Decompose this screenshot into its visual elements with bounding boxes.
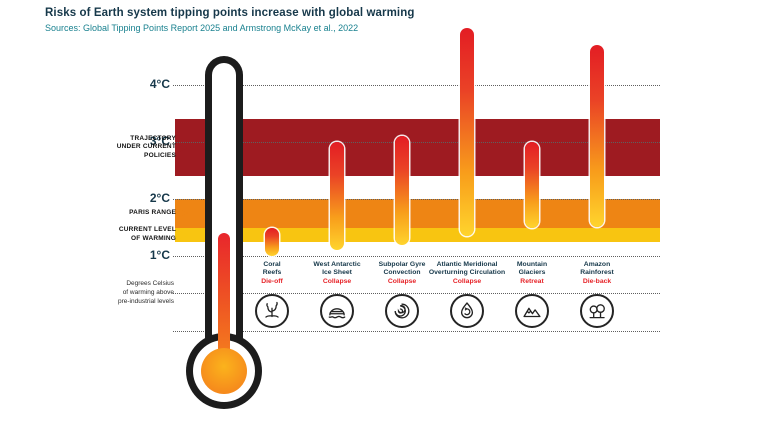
page-title: Risks of Earth system tipping points inc… (45, 7, 415, 19)
axis-tick-3c: 3°C (149, 134, 170, 148)
risk-bar-rainforest (590, 45, 604, 228)
amoc-icon (450, 294, 484, 328)
tipping-point-name: Subpolar Gyre Convection (378, 261, 426, 277)
tipping-point-impact: Die-off (261, 278, 283, 286)
risk-bar-mountain-glaciers (525, 142, 539, 228)
arrow-right-icon (179, 230, 188, 239)
tipping-point-name: Atlantic Meridional Overturning Circulat… (428, 261, 506, 277)
separator-line (173, 330, 660, 332)
tipping-point-impact: Collapse (452, 278, 482, 286)
band-annotation-text: CURRENT LEVEL OF WARMING (118, 226, 176, 242)
gridline-4c (173, 85, 660, 86)
tipping-point-impact: Die-back (582, 278, 612, 286)
axis-tick-2c: 2°C (149, 191, 170, 205)
tipping-point-impact: Collapse (387, 278, 417, 286)
band-annotation-trajectory: TRAJECTORY UNDER CURRENT POLICIES (40, 134, 188, 162)
tipping-point-name: Amazon Rainforest (580, 261, 614, 277)
arrow-right-icon (179, 209, 188, 218)
tipping-point-name: Mountain Glaciers (516, 261, 548, 277)
separator-line (173, 292, 660, 294)
axis-tick-1c: 1°C (149, 248, 170, 262)
tipping-point-impact: Collapse (322, 278, 352, 286)
gyre-icon (385, 294, 419, 328)
warming-band-paris (175, 199, 660, 228)
warming-band-trajectory (175, 119, 660, 177)
gridline-1c (173, 256, 660, 257)
rainforest-icon (580, 294, 614, 328)
tipping-point-name: West Antarctic Ice Sheet (313, 261, 361, 277)
band-annotation-current: CURRENT LEVEL OF WARMING (40, 221, 188, 249)
risk-bar-ice-sheet (330, 142, 344, 251)
risk-bar-coral (265, 227, 279, 256)
bar-label: Coral Reefs Die-off (229, 261, 315, 285)
risk-bar-gyre (395, 136, 409, 245)
warming-band-current (175, 227, 660, 242)
bar-label: West Antarctic Ice Sheet Collapse (294, 261, 380, 285)
thermometer-fluid (218, 233, 230, 371)
tipping-point-impact: Retreat (520, 278, 544, 286)
gridline-3c (173, 142, 660, 143)
gridline-2c (173, 199, 660, 200)
arrow-right-icon (179, 143, 188, 152)
band-annotation-text: PARIS RANGE (129, 209, 176, 217)
source-note: Sources: Global Tipping Points Report 20… (45, 23, 359, 33)
mountain-glaciers-icon (515, 294, 549, 328)
bar-label: Atlantic Meridional Overturning Circulat… (424, 261, 510, 285)
ice-sheet-icon (320, 294, 354, 328)
axis-note: Degrees Celsius of warming above pre-ind… (118, 280, 174, 305)
coral-icon (255, 294, 289, 328)
bar-label: Amazon Rainforest Die-back (554, 261, 640, 285)
band-annotation-text: TRAJECTORY UNDER CURRENT POLICIES (116, 135, 176, 159)
axis-tick-4c: 4°C (149, 77, 170, 91)
band-annotation-paris: PARIS RANGE (40, 199, 188, 227)
risk-bar-amoc (460, 28, 474, 237)
tipping-point-name: Coral Reefs (262, 261, 282, 277)
bar-label: Mountain Glaciers Retreat (489, 261, 575, 285)
thermometer-bulb-fill (201, 348, 247, 394)
bar-label: Subpolar Gyre Convection Collapse (359, 261, 445, 285)
